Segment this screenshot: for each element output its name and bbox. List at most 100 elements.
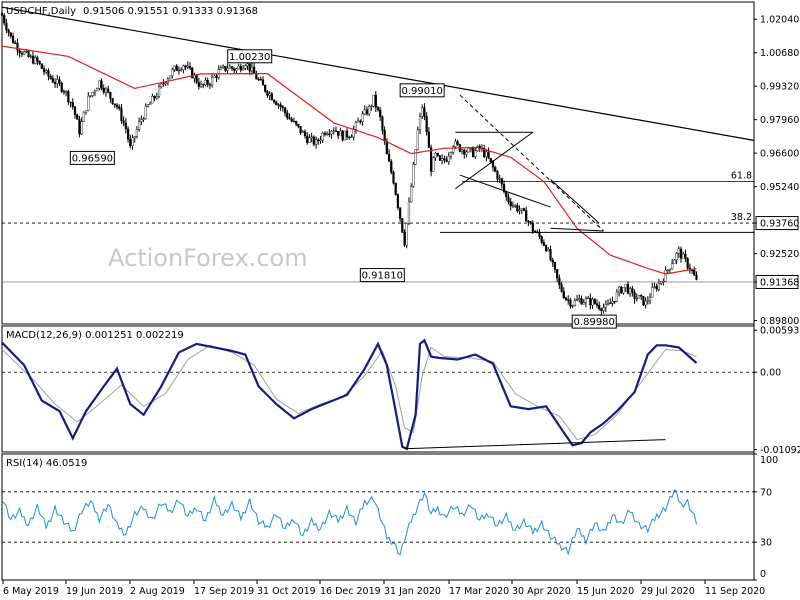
candle (452, 145, 455, 155)
x-tick-label: 6 May 2019 (3, 586, 59, 597)
candle (662, 278, 665, 286)
trendline (550, 179, 600, 224)
candle (91, 91, 94, 98)
candle (673, 258, 676, 264)
candle (385, 138, 388, 155)
candle (525, 206, 528, 222)
candle (195, 73, 198, 85)
rsi-tick-label: 70 (760, 487, 772, 498)
candle (356, 117, 360, 123)
candle (310, 132, 313, 143)
candle (560, 281, 563, 293)
rsi-title: RSI(14) 46.0519 (6, 458, 87, 469)
candle (613, 301, 616, 305)
candle (522, 207, 526, 212)
candle (49, 74, 52, 80)
candle (403, 229, 406, 247)
candle (149, 101, 152, 106)
y-tick-label: 0.93760 (760, 219, 799, 230)
candle (494, 165, 497, 173)
macd-signal-line (1, 344, 697, 441)
candle (295, 120, 298, 127)
macd-title: MACD(12,26,9) 0.001251 0.002219 (6, 330, 184, 341)
price-ohlc: 0.91506 0.91551 0.91333 0.91368 (83, 6, 258, 17)
candle (558, 274, 561, 290)
candle (297, 123, 300, 129)
candle (11, 32, 15, 44)
price-annotation: 0.89980 (571, 314, 617, 329)
candle (341, 129, 344, 142)
candle (31, 51, 35, 65)
candle (593, 298, 596, 305)
candle (611, 296, 614, 307)
rsi-tick-label: 0 (760, 569, 766, 580)
candle (281, 104, 284, 112)
candle (374, 91, 377, 113)
candle (47, 68, 50, 81)
candle (126, 126, 130, 143)
candle (615, 288, 618, 303)
candle (640, 294, 643, 300)
candle (151, 93, 154, 104)
x-tick-label: 19 Jun 2019 (66, 586, 123, 597)
candle (372, 94, 375, 108)
candle (53, 78, 57, 88)
candle (518, 205, 521, 215)
candle (202, 83, 205, 89)
y-tick-label: 0.99320 (760, 82, 799, 93)
candle (624, 284, 627, 293)
candle (58, 76, 61, 87)
candle (164, 82, 167, 87)
macd-line (1, 338, 698, 451)
candle (317, 137, 320, 145)
candle (609, 298, 612, 305)
candle (474, 147, 477, 159)
trendline (1, 6, 755, 141)
candle (556, 269, 559, 283)
x-tick-label: 30 Apr 2020 (512, 586, 571, 597)
candle (427, 127, 430, 148)
candle (571, 304, 574, 309)
candle (100, 78, 103, 91)
fib-label: 61.8 (731, 170, 752, 181)
candle (381, 115, 384, 135)
candle (157, 83, 161, 99)
price-annotation: 0.99010 (399, 83, 445, 98)
candle (604, 300, 607, 312)
candle (113, 103, 116, 108)
candle (544, 244, 548, 253)
candle (303, 129, 307, 139)
candle (111, 98, 114, 105)
candle (695, 271, 698, 281)
candle (509, 197, 512, 211)
candle (224, 65, 227, 73)
candle (666, 269, 669, 274)
price-annotation: 0.91810 (359, 268, 405, 283)
candle (463, 148, 466, 159)
y-tick-label: 1.02040 (760, 15, 799, 26)
candle (498, 174, 501, 183)
candle (620, 285, 623, 294)
candle (487, 147, 490, 160)
candle (631, 285, 634, 297)
rsi-tick-label: 100 (760, 455, 778, 466)
candle (109, 91, 112, 103)
trendline (455, 131, 534, 190)
candle (180, 67, 183, 72)
candle (425, 112, 428, 136)
x-tick-label: 31 Oct 2019 (257, 586, 316, 597)
candle (40, 63, 43, 69)
candle (416, 126, 419, 151)
candle (527, 219, 530, 227)
candle (102, 84, 105, 95)
candle (549, 245, 552, 262)
candle (124, 118, 127, 134)
candle (299, 126, 302, 136)
candle (135, 126, 139, 139)
candle (138, 117, 141, 132)
candle (511, 201, 515, 208)
candle (547, 247, 550, 252)
y-tick-label: 0.89800 (760, 316, 799, 327)
svg-text:0.96590: 0.96590 (72, 153, 113, 164)
candle (332, 127, 335, 135)
